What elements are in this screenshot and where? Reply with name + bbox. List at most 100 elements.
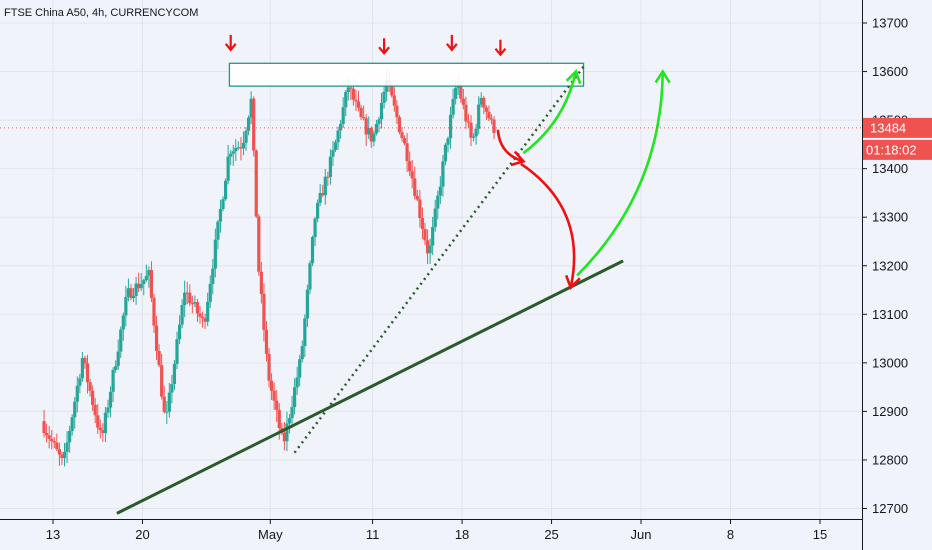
countdown-badge (863, 139, 932, 160)
candle-body (318, 192, 322, 203)
candle-body (469, 122, 473, 138)
candle-body (98, 427, 102, 431)
support-trendline (116, 259, 624, 515)
candle-body (88, 382, 92, 391)
candle-body (126, 288, 131, 297)
candle-body (479, 97, 483, 105)
candle-body (269, 380, 274, 391)
candle-body (144, 275, 148, 281)
candle-body (75, 385, 79, 402)
price-tick-label: 13600 (872, 64, 908, 79)
candle-body (298, 359, 302, 378)
candle-body (91, 390, 95, 405)
candle-body (310, 237, 315, 264)
candle-body (425, 240, 430, 254)
candle-body (190, 303, 194, 305)
price-axis[interactable]: 12700 12800 12900 13000 13100 13200 13300 13400… (862, 0, 932, 550)
candle-body (252, 98, 256, 151)
candle-body (221, 199, 225, 210)
chart-title: FTSE China A50, 4h, CURRENCYCOM (4, 7, 198, 19)
time-tick-label: 18 (455, 527, 469, 542)
red-arrow-small-icon-path (496, 129, 524, 163)
candle-body (303, 318, 307, 347)
last-price-badge (863, 117, 932, 138)
candle-body (57, 449, 61, 455)
candle-body (231, 151, 235, 154)
candle-body (180, 305, 184, 325)
candle-body (336, 130, 340, 143)
candle-body (52, 441, 56, 443)
time-tick-label: 13 (46, 527, 60, 542)
candle-body (167, 392, 171, 412)
candle-body (121, 315, 125, 330)
price-tick-label: 12700 (872, 501, 908, 516)
candle-body (346, 87, 350, 93)
candle-body (119, 329, 123, 352)
candle-body (308, 263, 312, 290)
candle-body (448, 114, 453, 139)
candle-body (262, 293, 266, 330)
candle-body (195, 302, 200, 314)
time-tick-label: 20 (135, 527, 149, 542)
candle-body (188, 292, 192, 304)
candle-body (62, 451, 67, 459)
candle-body (203, 318, 207, 322)
candle-body (474, 128, 478, 137)
candle-body (101, 430, 105, 434)
candle-body (175, 339, 179, 364)
time-axis[interactable]: 13 20 May 11 18 25 Jun 8 15 (0, 519, 863, 550)
candle-body (454, 87, 458, 99)
candle-body (68, 430, 72, 443)
candle-body (461, 98, 465, 105)
price-tick-label: 13000 (872, 355, 908, 370)
candle-body (420, 218, 425, 230)
candle-body (415, 195, 419, 200)
candle-body (165, 411, 169, 413)
down-arrow-icon (224, 34, 237, 52)
candle-body (213, 239, 217, 269)
candle-body (484, 107, 488, 112)
candle-body (170, 384, 174, 393)
candle-body (103, 412, 108, 434)
price-tick-label: 13100 (872, 307, 908, 322)
candle-body (410, 171, 414, 179)
countdown-value: 01:18:02 (866, 142, 917, 157)
price-tick-label: 13200 (872, 258, 908, 273)
dotted-trendline (293, 65, 585, 454)
price-axis-bg (862, 0, 932, 550)
candle-body (492, 119, 496, 134)
candle-body (131, 295, 136, 299)
candle-body (379, 102, 384, 120)
candle-body (438, 186, 442, 196)
candle-body (277, 409, 281, 429)
price-tick-label: 13700 (872, 16, 908, 31)
candle-body (382, 91, 386, 103)
candle-body (471, 136, 476, 138)
candle-body (316, 202, 320, 219)
last-price-value: 13484 (870, 120, 906, 135)
candle-body (211, 268, 215, 284)
candle-body (177, 324, 182, 340)
candle-body (249, 98, 253, 118)
candle-body (295, 377, 299, 388)
candle-body (93, 404, 97, 416)
candle-body (344, 92, 348, 108)
candle-body (83, 357, 87, 364)
candle-body (405, 143, 409, 162)
candle-body (351, 88, 356, 100)
candle-body (80, 357, 85, 379)
candle-body (236, 147, 240, 149)
candle-body (116, 351, 120, 367)
candle-body (362, 117, 366, 119)
red-arrow-large-icon-path (520, 162, 576, 288)
candle-body (374, 123, 379, 134)
candle-body (464, 104, 468, 122)
candle-body (47, 435, 51, 439)
candle-body (395, 105, 399, 118)
candle-body (300, 346, 304, 360)
resistance-zone (228, 62, 585, 87)
candle-body (42, 421, 46, 434)
time-tick-label: May (258, 527, 283, 542)
